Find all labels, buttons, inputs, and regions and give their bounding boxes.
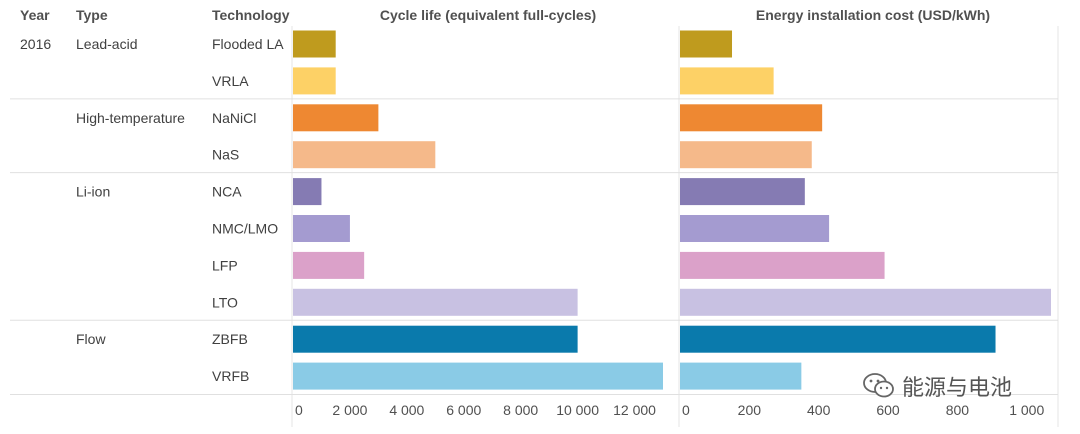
bar-cycle-lto — [293, 288, 578, 316]
header-type: Type — [76, 7, 108, 23]
bar-cycle-zbfb — [293, 325, 578, 353]
header-cycle-life: Cycle life (equivalent full-cycles) — [380, 7, 596, 23]
header-year: Year — [20, 7, 50, 23]
header-technology: Technology — [212, 7, 290, 23]
tick-label: 10 000 — [556, 402, 599, 418]
tick-label: 6 000 — [446, 402, 481, 418]
tick-label: 200 — [738, 402, 762, 418]
technology-label: NaS — [212, 147, 239, 163]
row-labels: 2016 Lead-acid Flooded LA VRLA High-temperat… — [20, 36, 284, 384]
year-label: 2016 — [20, 36, 51, 52]
header-cost: Energy installation cost (USD/kWh) — [756, 7, 990, 23]
bar-cycle-nanicl — [293, 104, 379, 132]
type-label: Flow — [76, 331, 106, 347]
watermark: 能源与电池 — [862, 368, 1012, 404]
watermark-text: 能源与电池 — [902, 376, 1013, 401]
tick-label: 4 000 — [389, 402, 424, 418]
bars — [293, 30, 1051, 390]
technology-label: VRFB — [212, 368, 249, 384]
tick-label: 0 — [682, 402, 690, 418]
axis-ticks: 0 2 000 4 000 6 000 8 000 10 000 12 000 0 200 400… — [295, 402, 1044, 418]
tick-label: 600 — [876, 402, 900, 418]
type-label: High-temperature — [76, 110, 185, 126]
grid-layer — [10, 26, 1059, 427]
technology-label: NMC/LMO — [212, 221, 278, 237]
bar-cycle-vrla — [293, 67, 336, 95]
bar-cycle-lfp — [293, 251, 365, 279]
bar-cost-flooded-la — [680, 30, 733, 58]
tick-label: 12 000 — [613, 402, 656, 418]
technology-label: VRLA — [212, 73, 249, 89]
bar-cost-nmc-lmo — [680, 215, 830, 242]
bar-cost-vrfb — [680, 362, 802, 390]
bar-cost-nca — [680, 178, 805, 206]
bar-cycle-vrfb — [293, 362, 663, 390]
bar-cycle-flooded-la — [293, 30, 336, 58]
technology-label: Flooded LA — [212, 36, 284, 52]
bar-cycle-nca — [293, 178, 322, 206]
type-label: Lead-acid — [76, 36, 138, 52]
tick-label: 2 000 — [332, 402, 367, 418]
technology-label: LFP — [212, 257, 238, 273]
bar-cost-vrla — [680, 67, 774, 95]
bar-cost-lfp — [680, 251, 885, 279]
bar-cost-nas — [680, 141, 812, 169]
bar-cost-nanicl — [680, 104, 823, 132]
technology-label: LTO — [212, 294, 238, 310]
tick-label: 400 — [807, 402, 831, 418]
bar-cycle-nas — [293, 141, 436, 169]
technology-label: ZBFB — [212, 331, 248, 347]
technology-label: NCA — [212, 184, 242, 200]
tick-label: 0 — [295, 402, 303, 418]
tick-label: 1 000 — [1009, 402, 1044, 418]
tick-label: 8 000 — [503, 402, 538, 418]
bar-cost-zbfb — [680, 325, 996, 353]
technology-label: NaNiCl — [212, 110, 256, 126]
type-label: Li-ion — [76, 184, 110, 200]
tick-label: 800 — [946, 402, 970, 418]
bar-cost-lto — [680, 288, 1051, 316]
bar-cycle-nmc-lmo — [293, 215, 350, 242]
wechat-icon — [863, 373, 894, 398]
header-row: Year Type Technology Cycle life (equival… — [20, 7, 990, 23]
